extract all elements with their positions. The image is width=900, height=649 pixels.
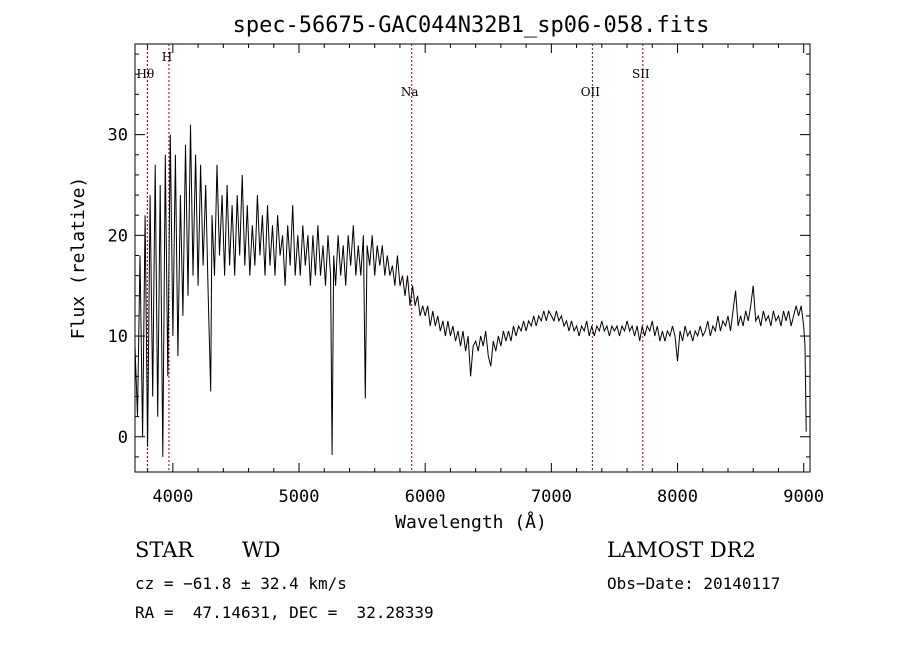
spectral-line-label: Na [401, 85, 419, 99]
x-tick-label: 7000 [531, 487, 572, 507]
spectral-line-label: OII [581, 85, 601, 99]
y-tick-label: 10 [108, 327, 128, 347]
spectral-line-label: SII [632, 67, 650, 81]
y-axis-title: Flux (relative) [68, 177, 89, 340]
spectral-line-label: Hθ [137, 67, 155, 81]
object-class: STAR [135, 538, 194, 562]
spectrum-line [134, 124, 807, 457]
y-tick-label: 30 [108, 126, 128, 146]
object-subclass: WD [242, 538, 281, 562]
x-tick-label: 9000 [783, 487, 824, 507]
plot-frame [134, 43, 811, 473]
y-tick-label: 0 [118, 428, 128, 448]
x-tick-label: 6000 [405, 487, 446, 507]
y-tick-label: 20 [108, 226, 128, 246]
survey-name: LAMOST DR2 [607, 538, 756, 562]
chart-title: spec-56675-GAC044N32B1_sp06-058.fits [233, 13, 710, 38]
x-tick-label: 8000 [657, 487, 698, 507]
redshift-velocity: cz = −61.8 ± 32.4 km/s [135, 574, 347, 593]
x-axis-title: Wavelength (Å) [395, 511, 547, 533]
coordinates: RA = 47.14631, DEC = 32.28339 [135, 603, 434, 622]
x-axis: 4000 5000 6000 7000 8000 9000 [147, 44, 824, 507]
x-tick-label: 5000 [279, 487, 320, 507]
x-tick-label: 4000 [152, 487, 193, 507]
spectral-line-label: H [162, 50, 172, 64]
observation-date: Obs−Date: 20140117 [607, 574, 781, 593]
y-axis: 0 10 20 30 [108, 53, 810, 458]
